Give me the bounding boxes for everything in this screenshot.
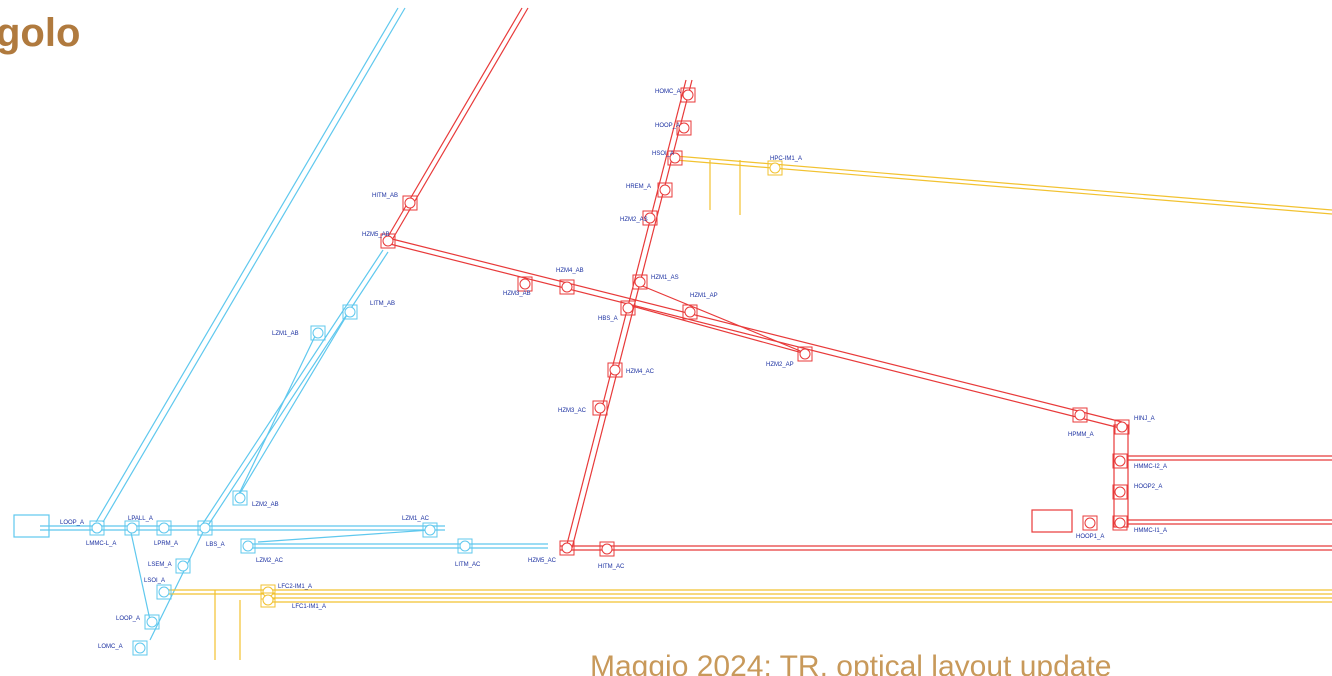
optic xyxy=(679,123,689,133)
optic-label: HPMM_A xyxy=(1068,432,1094,438)
optic xyxy=(405,198,415,208)
optic-label: HZM1_AS xyxy=(651,275,679,281)
optic-label: LMMC-L_A xyxy=(86,541,116,547)
optic xyxy=(610,365,620,375)
optic xyxy=(602,544,612,554)
optic xyxy=(683,90,693,100)
optic-label: HSOI_A xyxy=(652,151,674,157)
optic-label: LITM_AB xyxy=(370,301,395,307)
optic xyxy=(92,523,102,533)
optic-label: HZM2_AP xyxy=(766,362,794,368)
optic xyxy=(235,493,245,503)
optic xyxy=(127,523,137,533)
optic xyxy=(460,541,470,551)
optic xyxy=(800,349,810,359)
optic-label: LOMC_A xyxy=(98,644,123,650)
optic-label: HMMC-I1_A xyxy=(1134,528,1167,534)
optic xyxy=(685,307,695,317)
optic xyxy=(263,595,273,605)
optic-label: HOOP_A xyxy=(655,123,680,129)
optic-label: LPALL_A xyxy=(128,516,153,522)
optic xyxy=(135,643,145,653)
optic-label: LZM2_AC xyxy=(256,558,284,564)
optic-label: HINJ_A xyxy=(1134,416,1155,422)
optic-label: HOOP1_A xyxy=(1076,534,1104,540)
optic-label: HZM3_AB xyxy=(503,291,531,297)
optic xyxy=(243,541,253,551)
optic-label: HZM5_AB xyxy=(362,232,390,238)
optic xyxy=(660,185,670,195)
optic-label: HZM1_AP xyxy=(690,293,718,299)
optic-label: LZM1_AB xyxy=(272,331,299,337)
optic-label: HBS_A xyxy=(598,316,618,322)
optic-label: HITM_AB xyxy=(372,193,398,199)
optic xyxy=(520,279,530,289)
optic xyxy=(1115,487,1125,497)
optic xyxy=(1075,410,1085,420)
optic-label: HREM_A xyxy=(626,184,651,190)
slide: golo HO xyxy=(0,0,1332,676)
optic-label: LFC2-IM1_A xyxy=(278,584,312,590)
optic xyxy=(1085,518,1095,528)
optic-label: LPRM_A xyxy=(154,541,178,547)
optic xyxy=(425,525,435,535)
optic-label: LSOI_A xyxy=(144,578,165,584)
optic-label: LZM1_AC xyxy=(402,516,430,522)
optic xyxy=(635,277,645,287)
optic xyxy=(147,617,157,627)
optic xyxy=(159,587,169,597)
optic xyxy=(1115,456,1125,466)
optic-label: LZM2_AB xyxy=(252,502,279,508)
optic-label: HOOP2_A xyxy=(1134,484,1162,490)
optic xyxy=(562,543,572,553)
optic-label: LITM_AC xyxy=(455,562,481,568)
optic-label: HMMC-I2_A xyxy=(1134,464,1167,470)
optic xyxy=(770,163,780,173)
optic-label: HZM4_AC xyxy=(626,369,655,375)
optic-label: LOOP_A xyxy=(60,520,84,526)
slide-title: golo xyxy=(0,11,80,55)
optic-label: HPC-IM1_A xyxy=(770,156,802,162)
optic-label: HOMC_A xyxy=(655,89,681,95)
optic-label: HZM4_AB xyxy=(556,268,584,274)
optic xyxy=(159,523,169,533)
optic xyxy=(200,523,210,533)
optic xyxy=(562,282,572,292)
optic-label: LSEM_A xyxy=(148,562,172,568)
optic xyxy=(313,328,323,338)
optic-label: LFC1-IM1_A xyxy=(292,604,326,610)
optic-label: LBS_A xyxy=(206,542,225,548)
layout-lines xyxy=(14,8,1332,660)
optic xyxy=(1117,422,1127,432)
optic-label: HZM2_AS xyxy=(620,217,648,223)
optic-label: LOOP_A xyxy=(116,616,140,622)
optic xyxy=(178,561,188,571)
optic-label: HITM_AC xyxy=(598,564,625,570)
optic xyxy=(595,403,605,413)
optic-label: HZM5_AC xyxy=(528,558,557,564)
slide-caption: Maggio 2024: TR, optical layout update xyxy=(590,650,1111,676)
optic xyxy=(1115,518,1125,528)
optic xyxy=(623,303,633,313)
optic-label: HZM3_AC xyxy=(558,408,587,414)
optic xyxy=(345,307,355,317)
